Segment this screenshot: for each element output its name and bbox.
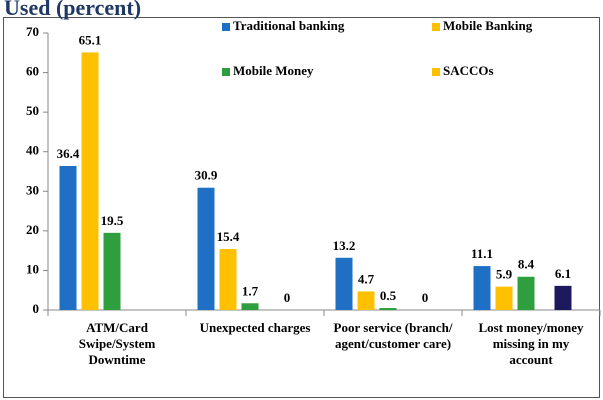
legend-swatch	[432, 23, 440, 31]
y-tick-label: 50	[26, 103, 39, 118]
x-tick-label: agent/customer care)	[335, 336, 451, 351]
x-tick-label: Unexpected charges	[200, 320, 311, 335]
bar	[473, 266, 491, 310]
bar	[219, 249, 237, 310]
bar	[357, 291, 375, 310]
bar	[517, 276, 535, 310]
legend-label: Traditional banking	[233, 18, 345, 33]
y-tick-label: 40	[26, 143, 39, 158]
y-tick-label: 20	[26, 222, 39, 237]
x-tick-label: Swipe/System	[79, 336, 156, 351]
chart-title: Used (percent)	[4, 0, 141, 20]
data-label: 15.4	[217, 229, 240, 244]
legend-label: Mobile Banking	[443, 18, 533, 33]
legend-swatch	[222, 68, 230, 76]
bar	[241, 303, 259, 310]
bar	[197, 187, 215, 310]
bar	[495, 286, 513, 310]
data-label: 65.1	[79, 32, 102, 47]
legend-label: SACCOs	[443, 63, 494, 78]
y-tick-label: 10	[26, 261, 39, 276]
x-tick-label: missing in my	[493, 336, 570, 351]
y-tick-label: 70	[26, 24, 39, 39]
bar	[379, 308, 397, 310]
data-label: 13.2	[333, 238, 356, 253]
x-tick-label: ATM/Card	[86, 320, 149, 335]
data-label: 36.4	[57, 146, 80, 161]
x-tick-label: Lost money/money	[478, 320, 584, 335]
legend-label: Mobile Money	[233, 63, 314, 78]
legend-swatch	[222, 23, 230, 31]
data-label: 8.4	[518, 257, 535, 272]
bar	[59, 165, 77, 310]
legend-swatch	[432, 68, 440, 76]
data-label: 4.7	[358, 271, 375, 286]
x-tick-label: Poor service (branch/	[334, 320, 453, 335]
chart-frame	[3, 17, 600, 398]
y-tick-label: 0	[33, 301, 40, 316]
bar	[335, 257, 353, 310]
data-label: 6.1	[555, 266, 571, 281]
data-label: 0.5	[380, 288, 397, 303]
x-tick-label: Downtime	[88, 352, 145, 367]
data-label: 5.9	[496, 267, 513, 282]
y-tick-label: 60	[26, 64, 39, 79]
y-tick-label: 30	[26, 182, 39, 197]
bar	[81, 52, 99, 310]
bar	[554, 285, 572, 310]
data-label: 19.5	[101, 213, 124, 228]
bar	[103, 232, 121, 310]
data-label: 0	[422, 290, 429, 305]
data-label: 30.9	[195, 168, 218, 183]
x-tick-label: account	[509, 352, 553, 367]
data-label: 0	[284, 290, 291, 305]
data-label: 11.1	[471, 246, 493, 261]
data-label: 1.7	[242, 283, 259, 298]
